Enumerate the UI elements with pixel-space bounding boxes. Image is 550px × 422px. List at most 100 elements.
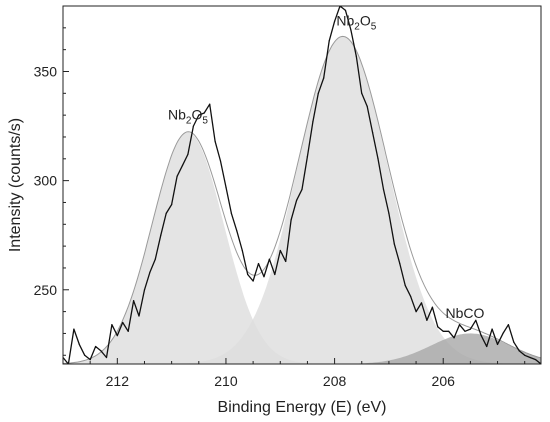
plot-frame: [62, 5, 542, 365]
peak-label-2: Nb2O5: [336, 13, 376, 33]
peak-label-3: NbCO: [446, 305, 485, 321]
raw-point: [486, 345, 488, 348]
raw-point: [154, 258, 156, 260]
raw-point: [241, 249, 243, 252]
y-tick-label: 350: [34, 63, 58, 79]
raw-point: [344, 9, 347, 11]
raw-point: [100, 350, 102, 352]
x-tick-label: 206: [432, 373, 456, 389]
raw-point: [252, 280, 254, 282]
raw-point: [89, 359, 91, 361]
raw-point: [84, 354, 86, 356]
raw-point: [388, 212, 390, 214]
raw-point: [78, 343, 80, 345]
raw-point: [535, 359, 537, 361]
raw-point: [507, 324, 509, 326]
raw-point: [464, 330, 466, 332]
raw-point: [160, 234, 162, 236]
raw-point: [529, 356, 531, 359]
peak-annotations: Nb2O5 Nb2O5 NbCO: [168, 13, 485, 322]
raw-point: [290, 219, 292, 221]
raw-point: [334, 20, 336, 22]
raw-point: [111, 324, 113, 326]
raw-point: [192, 125, 194, 127]
raw-point: [296, 199, 298, 201]
raw-point: [524, 354, 526, 356]
raw-point: [469, 328, 471, 330]
raw-point: [323, 77, 325, 79]
raw-point: [268, 258, 270, 260]
raw-point: [448, 330, 450, 332]
raw-point: [143, 289, 146, 291]
raw-point: [502, 332, 504, 334]
raw-point: [366, 105, 368, 107]
raw-point: [317, 92, 319, 94]
fitted-peak-2: [63, 36, 541, 364]
raw-point: [410, 295, 412, 297]
raw-point: [377, 158, 379, 160]
x-axis: 212 210 208 206: [62, 358, 526, 389]
y-tick-label: 250: [34, 282, 58, 298]
raw-point: [328, 40, 330, 42]
raw-point: [127, 330, 129, 332]
raw-point: [95, 345, 97, 348]
raw-point: [73, 328, 75, 330]
raw-point: [415, 311, 417, 313]
raw-point: [165, 212, 167, 214]
raw-point: [491, 328, 493, 330]
raw-point: [225, 186, 227, 188]
raw-point: [404, 284, 406, 286]
raw-point: [116, 335, 118, 337]
fitted-envelope: [63, 35, 541, 364]
raw-point: [350, 29, 352, 31]
y-axis: 250 300 350: [34, 5, 69, 356]
raw-point: [236, 230, 238, 232]
raw-point: [382, 188, 385, 190]
raw-point: [122, 321, 124, 324]
raw-point: [361, 92, 363, 94]
raw-point: [393, 243, 395, 245]
raw-point: [274, 273, 276, 276]
x-tick-label: 210: [214, 373, 238, 389]
raw-point: [209, 103, 211, 105]
raw-point: [230, 212, 232, 214]
raw-point: [437, 326, 439, 328]
fitted-peak-areas: [63, 36, 541, 364]
x-tick-label: 212: [106, 373, 130, 389]
fitted-peak-1: [63, 132, 541, 364]
raw-point: [171, 204, 173, 206]
raw-point: [105, 356, 108, 359]
raw-point: [247, 273, 249, 276]
raw-point: [426, 319, 428, 321]
raw-point: [518, 350, 520, 352]
fitted-peak-3: [63, 333, 541, 364]
raw-point: [453, 337, 455, 339]
raw-point: [480, 335, 482, 337]
raw-point: [399, 263, 401, 265]
raw-point: [285, 260, 287, 262]
envelope-line: [63, 35, 541, 364]
raw-point: [431, 306, 433, 308]
raw-point: [279, 249, 281, 252]
x-tick-label: 208: [323, 373, 347, 389]
raw-point: [133, 300, 135, 302]
raw-point: [458, 324, 461, 326]
raw-point: [181, 164, 184, 166]
raw-spectrum: [63, 6, 541, 364]
peak-label-1: Nb2O5: [168, 107, 208, 127]
y-axis-title: Intensity (counts/s): [7, 118, 24, 252]
raw-point: [420, 302, 423, 304]
raw-point: [372, 132, 374, 134]
raw-point: [257, 263, 260, 265]
raw-point: [496, 343, 499, 345]
raw-point: [442, 330, 444, 332]
raw-point: [176, 175, 178, 177]
raw-point: [219, 160, 222, 162]
raw-point: [301, 188, 303, 190]
x-axis-title: Binding Energy (E) (eV): [218, 399, 387, 416]
raw-point: [475, 319, 477, 321]
raw-point: [198, 114, 200, 116]
y-tick-label: 300: [34, 173, 58, 189]
raw-point: [203, 112, 205, 114]
